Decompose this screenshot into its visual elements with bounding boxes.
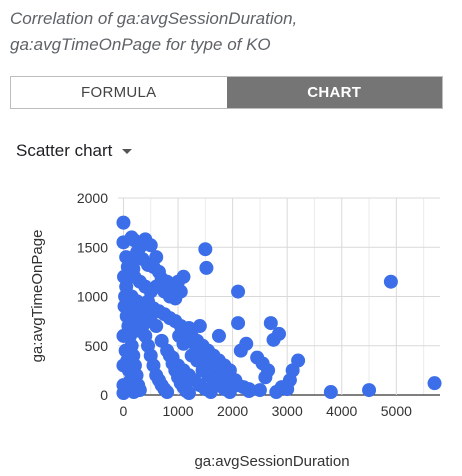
scatter-point (181, 321, 196, 336)
x-tick-label: 4000 (326, 403, 357, 419)
view-toggle: FORMULA CHART (10, 76, 443, 109)
y-tick-label: 0 (100, 387, 108, 403)
tab-chart[interactable]: CHART (226, 77, 442, 108)
scatter-point (118, 289, 133, 304)
scatter-point (116, 386, 131, 401)
chart-points (116, 215, 442, 401)
scatter-point (143, 238, 158, 253)
scatter-point (124, 230, 139, 245)
scatter-point (323, 385, 338, 400)
scatter-point (252, 383, 267, 398)
scatter-point (282, 373, 297, 388)
scatter-point (258, 370, 273, 385)
scatter-point (231, 284, 246, 299)
scatter-point (272, 326, 286, 341)
chart-type-label: Scatter chart (16, 141, 113, 160)
y-tick-label: 1500 (77, 239, 108, 255)
scatter-point (201, 346, 216, 361)
x-tick-label: 2000 (217, 403, 248, 419)
y-tick-label: 500 (85, 338, 109, 354)
x-tick-label: 1000 (162, 403, 193, 419)
x-tick-label: 5000 (381, 403, 412, 419)
scatter-point (199, 260, 214, 275)
scatter-point (116, 358, 131, 373)
y-axis-label: ga:avgTimeOnPage (29, 230, 46, 363)
scatter-point (160, 385, 175, 400)
scatter-point (116, 215, 131, 230)
x-axis-label: ga:avgSessionDuration (194, 453, 349, 470)
scatter-point (362, 383, 377, 398)
scatter-point (383, 274, 398, 289)
scatter-point (231, 316, 246, 331)
scatter-point (117, 269, 132, 284)
scatter-point (269, 385, 284, 400)
scatter-point (126, 385, 141, 400)
chevron-down-icon (122, 148, 133, 154)
y-tick-label: 1000 (77, 289, 108, 305)
scatter-point (192, 319, 207, 334)
scatter-point (198, 242, 213, 257)
chart-type-dropdown[interactable]: Scatter chart (16, 141, 133, 161)
y-tick-labels: 0 500 1000 1500 2000 (77, 190, 108, 403)
scatter-point (263, 316, 278, 331)
scatter-point (181, 386, 196, 401)
tab-formula[interactable]: FORMULA (11, 77, 227, 108)
scatter-point (239, 336, 254, 351)
x-tick-label: 3000 (272, 403, 303, 419)
scatter-point (143, 314, 158, 329)
x-tick-label: 0 (120, 403, 128, 419)
scatter-chart: 0 1000 2000 3000 4000 5000 0 500 1000 1500 2000 g… (29, 190, 442, 470)
scatter-point (427, 376, 442, 391)
scatter-point (222, 385, 237, 400)
scatter-point (176, 336, 191, 351)
y-tick-label: 2000 (77, 190, 108, 206)
scatter-point (211, 328, 226, 343)
page-title: Correlation of ga:avgSessionDuration, ga… (10, 9, 298, 54)
x-tick-labels: 0 1000 2000 3000 4000 5000 (120, 403, 413, 419)
scatter-point (116, 328, 131, 343)
scatter-point (176, 269, 191, 284)
scatter-point (241, 384, 256, 399)
